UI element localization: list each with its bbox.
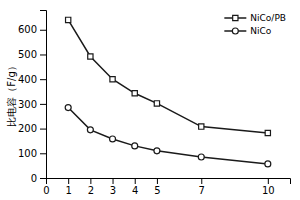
tick: 300 <box>18 99 46 110</box>
data-point <box>265 130 270 135</box>
tick-label: 300 <box>18 99 37 110</box>
data-point <box>198 154 204 160</box>
data-point <box>154 148 160 154</box>
tick-mark <box>135 178 136 184</box>
tick-label: 600 <box>18 24 37 35</box>
tick: 2 <box>88 178 94 196</box>
tick: 0 <box>43 178 49 196</box>
tick-mark <box>201 178 202 184</box>
tick: 4 <box>132 178 138 196</box>
tick: 7 <box>199 178 205 196</box>
axis-line <box>47 179 291 185</box>
series-group <box>65 17 271 167</box>
data-point <box>110 77 115 82</box>
tick-mark <box>40 54 46 55</box>
legend-label: NiCo <box>250 26 272 36</box>
tick-label: 100 <box>18 148 37 159</box>
data-point <box>110 136 116 142</box>
legend-label: NiCo/PB <box>250 13 286 23</box>
data-point <box>65 105 71 111</box>
tick: 600 <box>18 24 46 35</box>
tick-label: 2 <box>88 185 94 196</box>
tick-mark <box>40 178 46 179</box>
tick-label: 5 <box>154 185 160 196</box>
tick-mark <box>40 30 46 31</box>
tick-mark <box>68 178 69 184</box>
data-point <box>132 143 138 149</box>
legend-marker <box>232 28 238 34</box>
tick: 100 <box>18 148 46 159</box>
tick: 400 <box>18 74 46 85</box>
y-axis-title: 比电容（F/g） <box>6 61 17 126</box>
tick-label: 3 <box>110 185 116 196</box>
series-line <box>68 108 268 164</box>
series-line <box>68 20 268 133</box>
legend-marker <box>233 15 238 20</box>
tick-label: 10 <box>262 185 275 196</box>
tick-label: 200 <box>18 123 37 134</box>
tick-label: 1 <box>65 185 71 196</box>
chart-container: 0123457100100200300400500600NiCo/PBNiCo比… <box>0 0 300 200</box>
tick-mark <box>40 129 46 130</box>
legend-item: NiCo <box>224 26 272 36</box>
tick: 0 <box>31 173 46 184</box>
tick-mark <box>40 153 46 154</box>
tick: 200 <box>18 123 46 134</box>
tick-mark <box>40 79 46 80</box>
x-axis: 0 1 2 3 4 5 7 10 <box>43 178 290 196</box>
tick: 500 <box>18 49 46 60</box>
tick-label: 4 <box>132 185 138 196</box>
tick-mark <box>90 178 91 184</box>
tick-label: 500 <box>18 49 37 60</box>
chart: 0123457100100200300400500600NiCo/PBNiCo比… <box>0 0 300 200</box>
legend-item: NiCo/PB <box>224 13 286 23</box>
tick-mark <box>268 178 269 184</box>
tick: 3 <box>110 178 116 196</box>
tick: 10 <box>262 178 275 196</box>
tick-label: 0 <box>43 185 49 196</box>
data-point <box>87 127 93 133</box>
plot: 0123457100100200300400500600NiCo/PBNiCo <box>18 11 291 197</box>
tick: 1 <box>65 178 71 196</box>
y-axis: 0 100 200 300 400 500 600 <box>18 11 47 184</box>
data-point <box>132 91 137 96</box>
legend: NiCo/PB NiCo <box>224 13 286 36</box>
data-point <box>154 101 159 106</box>
tick-label: 0 <box>31 173 37 184</box>
tick: 5 <box>154 178 160 196</box>
data-point <box>88 54 93 59</box>
data-point <box>66 17 71 22</box>
tick-mark <box>157 178 158 184</box>
data-point <box>199 124 204 129</box>
tick-mark <box>40 104 46 105</box>
axis-line <box>40 11 47 179</box>
tick-mark <box>113 178 114 184</box>
data-point <box>265 161 271 167</box>
tick-label: 7 <box>199 185 205 196</box>
tick-label: 400 <box>18 74 37 85</box>
